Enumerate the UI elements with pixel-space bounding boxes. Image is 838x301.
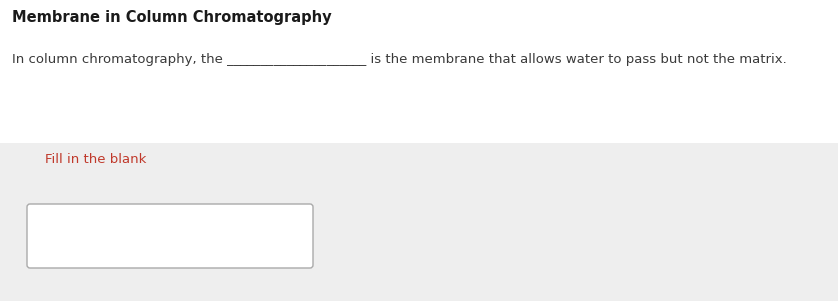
- Bar: [0, 143, 838, 301]
- Text: Membrane in Column Chromatography: Membrane in Column Chromatography: [12, 10, 332, 25]
- Text: In column chromatography, the _____________________ is the membrane that allows : In column chromatography, the __________…: [12, 53, 787, 66]
- Text: Fill in the blank: Fill in the blank: [45, 153, 147, 166]
- FancyBboxPatch shape: [27, 204, 313, 268]
